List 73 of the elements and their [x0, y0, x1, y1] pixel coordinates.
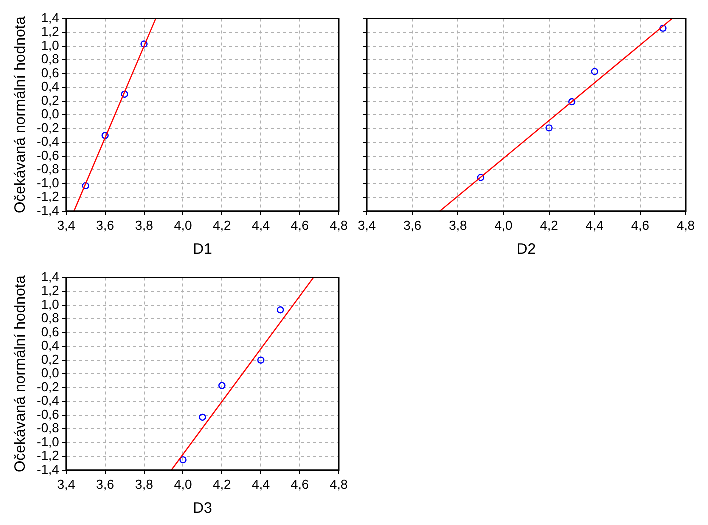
y-tick-label: -0,4 [36, 393, 60, 408]
x-tick-label: 3,4 [57, 218, 76, 233]
x-tick-label: 4,0 [174, 218, 192, 233]
x-tick-label: 3,6 [404, 218, 422, 233]
x-tick-label: 4,4 [586, 218, 604, 233]
point [199, 414, 206, 422]
y-tick-label: 0,2 [41, 352, 60, 367]
y-tick-label: -0,6 [36, 148, 60, 163]
y-tick-label: -1,2 [36, 189, 60, 204]
point [660, 24, 667, 32]
y-tick-label: 0,0 [41, 366, 60, 381]
point [180, 456, 187, 464]
point [121, 90, 128, 98]
x-tick-label: 4,4 [252, 476, 270, 492]
y-tick-label: -1,2 [36, 448, 60, 464]
x-tick-label: 4,8 [330, 476, 348, 492]
x-tick-label: 3,4 [358, 218, 376, 233]
y-tick-label: 1,2 [41, 24, 60, 40]
x-tick-label: 4,6 [291, 218, 310, 233]
y-tick-label: 1,2 [41, 283, 60, 298]
x-axis-title: D3 [193, 500, 212, 518]
point [218, 382, 226, 390]
x-tick-label: 4,0 [174, 476, 192, 492]
y-tick-label: -1,0 [36, 175, 60, 190]
x-axis-title: D1 [193, 241, 212, 258]
point [258, 356, 265, 364]
x-tick-label: 4,4 [252, 218, 270, 233]
y-tick-label: 0,8 [41, 310, 60, 326]
x-tick-label: 3,8 [135, 218, 154, 233]
x-tick-label: 3,6 [96, 476, 114, 492]
y-axis-title: Očekávaná normální hodnota [12, 275, 30, 472]
y-tick-label: -0,6 [36, 406, 60, 422]
y-tick-label: -1,4 [36, 462, 60, 477]
x-axis-title: D2 [516, 241, 536, 258]
y-axis-title: Očekávaná normální hodnota [12, 16, 30, 214]
y-tick-label: 0,8 [41, 52, 60, 67]
y-tick-label: 1,0 [41, 296, 60, 312]
point [477, 174, 485, 182]
x-tick-label: 3,4 [57, 476, 76, 492]
x-tick-label: 4,0 [494, 218, 513, 233]
y-tick-label: -0,2 [36, 379, 60, 394]
x-tick-label: 4,6 [291, 476, 310, 492]
point [568, 98, 576, 106]
y-tick-label: -1,4 [36, 202, 60, 218]
point [140, 40, 148, 48]
y-tick-label: 1,4 [41, 10, 60, 26]
point [102, 132, 109, 140]
x-tick-label: 4,2 [213, 218, 232, 233]
point [276, 306, 284, 314]
y-tick-label: 0,0 [41, 106, 60, 122]
y-tick-label: -0,2 [36, 120, 60, 136]
x-tick-label: 4,2 [540, 218, 558, 233]
y-tick-label: 0,4 [41, 338, 60, 354]
y-tick-label: -0,8 [36, 162, 60, 177]
y-tick-label: -0,8 [36, 420, 60, 436]
y-tick-label: -0,4 [36, 134, 60, 150]
y-tick-label: 0,2 [41, 92, 60, 108]
y-tick-label: 0,6 [41, 65, 60, 80]
x-tick-label: 4,8 [676, 218, 696, 233]
x-tick-label: 4,8 [330, 218, 348, 233]
y-tick-label: 1,4 [41, 269, 60, 284]
x-tick-label: 3,6 [96, 218, 114, 233]
point [82, 182, 90, 190]
y-tick-label: 1,0 [41, 38, 60, 53]
y-tick-label: 0,4 [41, 79, 60, 94]
x-tick-label: 3,8 [135, 476, 154, 492]
y-tick-label: 0,6 [41, 324, 60, 340]
point [546, 124, 553, 132]
x-tick-label: 4,6 [631, 218, 650, 233]
point [591, 68, 598, 76]
x-tick-label: 3,8 [449, 218, 468, 233]
y-tick-label: -1,0 [36, 434, 60, 450]
x-tick-label: 4,2 [213, 476, 232, 492]
